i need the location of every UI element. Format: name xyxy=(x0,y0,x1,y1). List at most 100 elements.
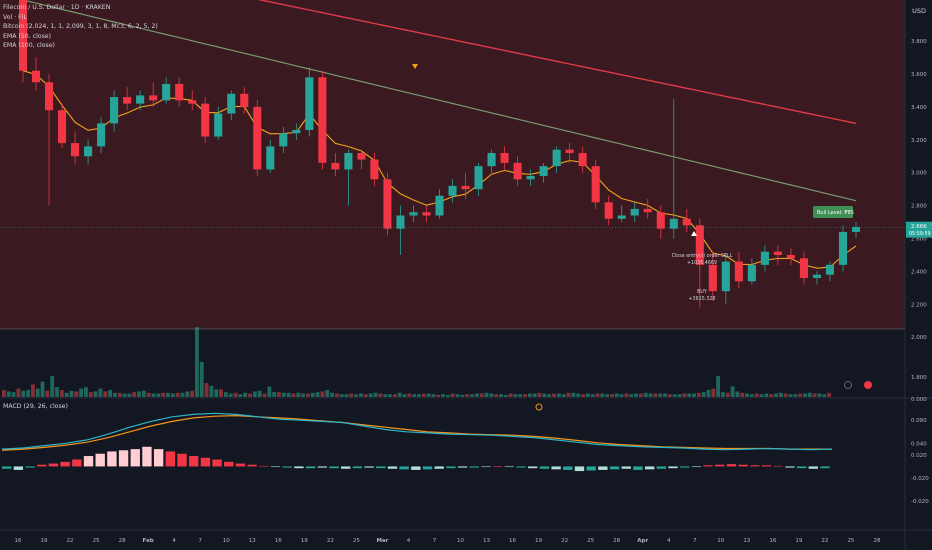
volume-bar xyxy=(774,393,778,397)
candle-body xyxy=(669,218,678,229)
volume-bar xyxy=(286,392,291,397)
time-tick-label: 19 xyxy=(795,538,802,544)
time-tick-label: 4 xyxy=(667,538,671,544)
volume-bar xyxy=(238,394,243,397)
volume-bar xyxy=(638,393,643,397)
macd-histogram-bar xyxy=(317,466,327,468)
volume-bar xyxy=(334,393,339,397)
indicator-volume[interactable]: Vol · FIL xyxy=(3,13,27,21)
macd-histogram-bar xyxy=(212,459,222,467)
volume-bar xyxy=(146,392,151,397)
volume-bar xyxy=(822,394,827,397)
candle-body xyxy=(84,146,93,157)
macd-histogram-bar xyxy=(37,464,47,467)
time-tick-label: 28 xyxy=(873,538,880,544)
volume-bar xyxy=(281,392,286,397)
time-tick-label: 28 xyxy=(613,538,620,544)
volume-bar xyxy=(407,393,412,397)
macd-histogram-bar xyxy=(118,450,129,467)
candle-body xyxy=(149,95,158,101)
macd-histogram-bar xyxy=(189,456,199,467)
time-tick-label: 22 xyxy=(327,538,334,544)
volume-bar xyxy=(431,394,436,397)
time-tick-label: 13 xyxy=(743,538,750,544)
volume-bar xyxy=(807,392,812,397)
event-icon xyxy=(864,381,872,389)
macd-histogram-bar xyxy=(773,465,783,467)
symbol-title[interactable]: Filecoin / U.S. Dollar · 1D · KRAKEN xyxy=(3,4,111,11)
volume-tick-label: 1.800 xyxy=(911,375,927,381)
volume-bar xyxy=(112,392,117,397)
time-tick-label: 7 xyxy=(198,538,202,544)
volume-bar xyxy=(566,392,571,397)
price-tick-label: 2.000 xyxy=(911,335,927,341)
volume-bar xyxy=(716,376,721,397)
macd-histogram-bar xyxy=(270,466,281,468)
current-price-tag xyxy=(906,221,932,238)
macd-histogram xyxy=(2,446,830,472)
time-axis[interactable]: 16 19 22 25 28 Feb 4 7 10 13 16 19 22 25 Mar 4 7 10 13 16 19… xyxy=(15,538,881,544)
volume-bar xyxy=(301,393,306,397)
macd-histogram-bar xyxy=(411,466,421,470)
candle-body xyxy=(422,212,431,216)
volume-bar xyxy=(489,393,494,397)
volume-bar xyxy=(204,383,209,397)
macd-legend[interactable]: MACD (29, 26, close) xyxy=(3,403,68,410)
volume-bar xyxy=(590,394,595,397)
volume-bar xyxy=(6,391,11,397)
trade-annotations: Bull Level: ₱85 Close entry(s) order SELL… xyxy=(412,64,872,411)
volume-bar xyxy=(180,392,185,397)
macd-histogram-bar xyxy=(259,465,269,467)
macd-histogram-bar xyxy=(504,466,515,468)
candle-body xyxy=(240,93,249,107)
volume-bar xyxy=(388,394,392,397)
volume-bar xyxy=(740,392,745,397)
volume-bar xyxy=(219,389,224,397)
volume-bar xyxy=(26,390,30,397)
volume-bar xyxy=(817,393,822,397)
volume-bar xyxy=(397,392,402,397)
macd-histogram-bar xyxy=(574,466,585,472)
macd-tick-label: 0.020 xyxy=(911,453,927,459)
candle-body xyxy=(344,152,353,170)
macd-histogram-bar xyxy=(481,466,491,468)
volume-bar xyxy=(209,385,214,397)
volume-bar xyxy=(445,394,450,397)
volume-bar xyxy=(330,392,334,397)
volume-bar xyxy=(745,393,749,397)
ema-50-path xyxy=(22,0,857,202)
macd-histogram-bar xyxy=(446,466,456,469)
indicator-custom[interactable]: Bitcoin (2,024, 1, 1, 2,099, 3, 1, 8, Mc… xyxy=(3,23,158,30)
macd-histogram-bar xyxy=(680,466,690,468)
macd-histogram-bar xyxy=(609,466,620,470)
macd-histogram-bar xyxy=(399,466,409,470)
volume-bar xyxy=(185,391,190,397)
volume-bar xyxy=(175,392,180,397)
candle-body xyxy=(513,162,522,180)
indicator-ema100[interactable]: EMA (100, close) xyxy=(3,42,55,49)
close-entry-label: +1035.4669 xyxy=(687,260,717,266)
macd-histogram-bar xyxy=(153,449,164,467)
volume-bar xyxy=(653,393,658,397)
volume-bar xyxy=(552,393,556,397)
volume-bar xyxy=(455,394,460,397)
candle-body xyxy=(396,215,405,229)
macd-histogram-bar xyxy=(785,466,795,468)
info-icon xyxy=(844,381,852,389)
volume-bar xyxy=(624,393,629,397)
candle-body xyxy=(721,261,730,292)
macd-histogram-bar xyxy=(516,466,526,468)
candle-body xyxy=(526,176,535,180)
volume-bar xyxy=(166,392,170,397)
candle-body xyxy=(539,166,548,177)
macd-histogram-bar xyxy=(551,466,561,470)
indicator-ema50[interactable]: EMA (50, close) xyxy=(3,32,52,40)
candle-body xyxy=(97,123,106,147)
volume-bar xyxy=(248,393,252,397)
price-axis[interactable]: 3.800 3.600 3.400 3.200 3.000 2.800 2.600 2.400… xyxy=(0,39,932,505)
volume-bar xyxy=(69,390,74,397)
candle-body xyxy=(825,264,835,275)
currency-label[interactable]: USD xyxy=(912,7,926,15)
volume-bar xyxy=(344,394,349,397)
